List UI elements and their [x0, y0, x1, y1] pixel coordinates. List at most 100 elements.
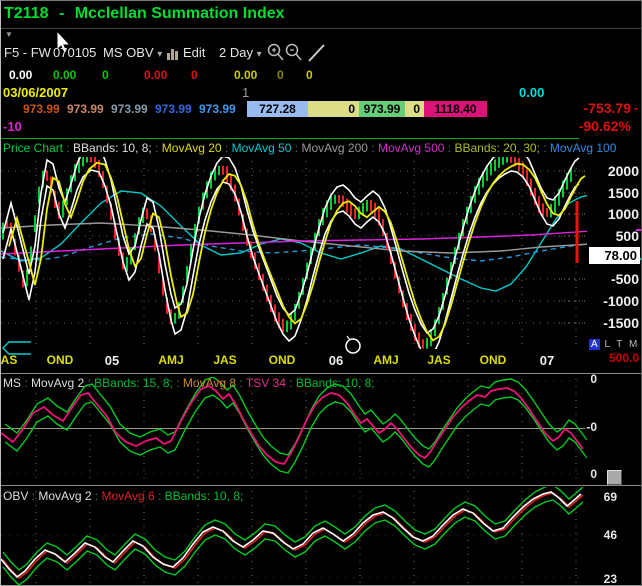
indicator-label[interactable]: MovAvg 6	[102, 489, 155, 503]
panel-title[interactable]: OBV	[3, 489, 28, 503]
separator-colon: :	[155, 489, 165, 503]
y-axis-label: 1000	[587, 206, 639, 222]
bar-number: 1	[242, 85, 249, 100]
zoom-preset-bar[interactable]: A L T M L	[589, 339, 642, 350]
study-value: 973.99	[155, 102, 192, 116]
x-axis-label: JAS	[213, 353, 236, 367]
separator-colon: :	[444, 141, 454, 155]
indicator-label[interactable]: MovAvg 500	[378, 141, 445, 155]
indicator-label[interactable]: MovAvg 50	[232, 141, 292, 155]
layout-dropdown[interactable]: MS OBV ▾	[103, 45, 162, 60]
highlighted-value-cell: 1118.40	[424, 101, 487, 117]
status-value: 0.00	[53, 68, 76, 82]
separator-colon: :	[28, 489, 38, 503]
indicator-label[interactable]: BBands: 10, 8;	[73, 141, 152, 155]
indicator-label[interactable]: MovAvg 2	[38, 489, 91, 503]
separator-colon: :	[540, 141, 550, 155]
status-value: 0.00	[234, 68, 257, 82]
separator-colon: :	[222, 141, 232, 155]
y-axis-label: 500	[587, 228, 639, 244]
indicator-label[interactable]: TSV 34	[246, 376, 286, 390]
ms-y-label: 0	[567, 467, 597, 481]
y-axis-label: 1500	[587, 185, 639, 201]
indicator-label[interactable]: MovAvg 200	[301, 141, 368, 155]
x-axis-label: OND	[47, 353, 74, 367]
x-axis-label: AMJ	[373, 353, 398, 367]
separator-colon: :	[21, 376, 31, 390]
indicator-bar: Price Chart : BBands: 10, 8; : MovAvg 20…	[3, 141, 616, 155]
separator-colon: :	[286, 376, 296, 390]
title-separator: -	[53, 5, 70, 22]
study-value: 973.99	[199, 102, 236, 116]
y-axis-label: -1500	[587, 315, 639, 331]
window-title: T2118 - Mcclellan Summation Index	[4, 5, 285, 23]
indicator-bar: MS : MovAvg 2 : BBands: 15, 8; : MovAvg …	[3, 376, 375, 390]
edge-fragment: -	[634, 101, 638, 115]
status-value: 0	[306, 68, 313, 82]
price-plot	[1, 144, 591, 359]
chevron-down-icon: ▾	[257, 49, 262, 60]
change-value: -753.79	[568, 100, 631, 116]
chevron-down-icon: ▾	[157, 49, 162, 60]
zoom-out-icon[interactable]	[287, 45, 302, 61]
zoom-in-icon[interactable]	[269, 45, 284, 61]
panel-title[interactable]: MS	[3, 376, 21, 390]
highlighted-value-cell: 973.99	[359, 101, 405, 117]
indicator-label[interactable]: BBands: 10, 8;	[296, 376, 375, 390]
indicator-label[interactable]: BBands: 15, 8;	[94, 376, 173, 390]
separator-colon: :	[368, 141, 378, 155]
zoom-preset-active[interactable]: A	[589, 339, 600, 350]
zoom-presets[interactable]: L T M L	[600, 339, 642, 350]
status-value: 0	[102, 68, 109, 82]
indicator-label[interactable]: MovAvg 8	[183, 376, 236, 390]
indicator-label[interactable]: MovAvg 20	[162, 141, 222, 155]
ms-y-label: -0	[567, 420, 597, 434]
indicator-label[interactable]: MovAvg 2	[31, 376, 84, 390]
ms-y-label: 0	[567, 372, 597, 386]
separator-colon: :	[84, 376, 94, 390]
y-axis-label: -500	[587, 271, 639, 287]
cyan-value: 0.00	[519, 85, 544, 100]
separator-colon: :	[152, 141, 162, 155]
highlighted-value-cell: 0	[405, 101, 424, 117]
indicator-label[interactable]: MovAvg 100	[550, 141, 617, 155]
edit-button[interactable]: Edit	[183, 45, 205, 60]
status-value: 0	[191, 68, 198, 82]
y-axis-label: -1000	[587, 293, 639, 309]
separator-colon: :	[63, 141, 73, 155]
x-axis-label: 05	[105, 353, 119, 368]
period-dropdown[interactable]: 2 Day ▾	[219, 45, 262, 60]
status-value: 0.00	[144, 68, 167, 82]
last-price-box: 78.00	[589, 247, 640, 264]
zoom-range-value: 500.0	[597, 351, 639, 365]
status-value: 0.00	[9, 68, 32, 82]
x-axis-label: 06	[329, 353, 343, 368]
gray-square-button[interactable]	[607, 470, 622, 485]
y-axis-label: 2000	[587, 163, 639, 179]
x-axis-label: 07	[540, 353, 554, 368]
chart-id-label[interactable]: F5 - FW	[4, 45, 51, 60]
x-axis-label: JAS	[427, 353, 450, 367]
ms-plot	[1, 377, 587, 473]
highlighted-value-cell: 0	[308, 101, 359, 117]
pencil-icon[interactable]	[309, 45, 324, 61]
obv-y-label: 69	[587, 490, 617, 504]
collapse-arrow-icon[interactable]: ▼	[5, 30, 13, 39]
obv-y-label: 23	[587, 572, 617, 586]
separator-colon: :	[291, 141, 301, 155]
cursor-date: 03/06/2007	[3, 85, 68, 100]
study-value: 973.99	[23, 102, 60, 116]
study-value: 973.99	[111, 102, 148, 116]
x-axis-label: AS	[1, 353, 18, 367]
status-value: 0	[277, 68, 284, 82]
indicator-label[interactable]: BBands: 20, 30;	[454, 141, 539, 155]
chart-type-icon[interactable]	[167, 49, 178, 60]
date-code-label: 070105	[53, 45, 96, 60]
symbol-code: T2118	[4, 5, 48, 22]
indicator-label[interactable]: BBands: 10, 8;	[165, 489, 244, 503]
change-percent: -90.62%	[561, 118, 631, 134]
panel-title[interactable]: Price Chart	[3, 141, 63, 155]
highlighted-value-cell: 727.28	[247, 101, 308, 117]
indicator-bar: OBV : MovAvg 2 : MovAvg 6 : BBands: 10, …	[3, 489, 243, 503]
marker-circle-icon[interactable]	[346, 339, 360, 353]
